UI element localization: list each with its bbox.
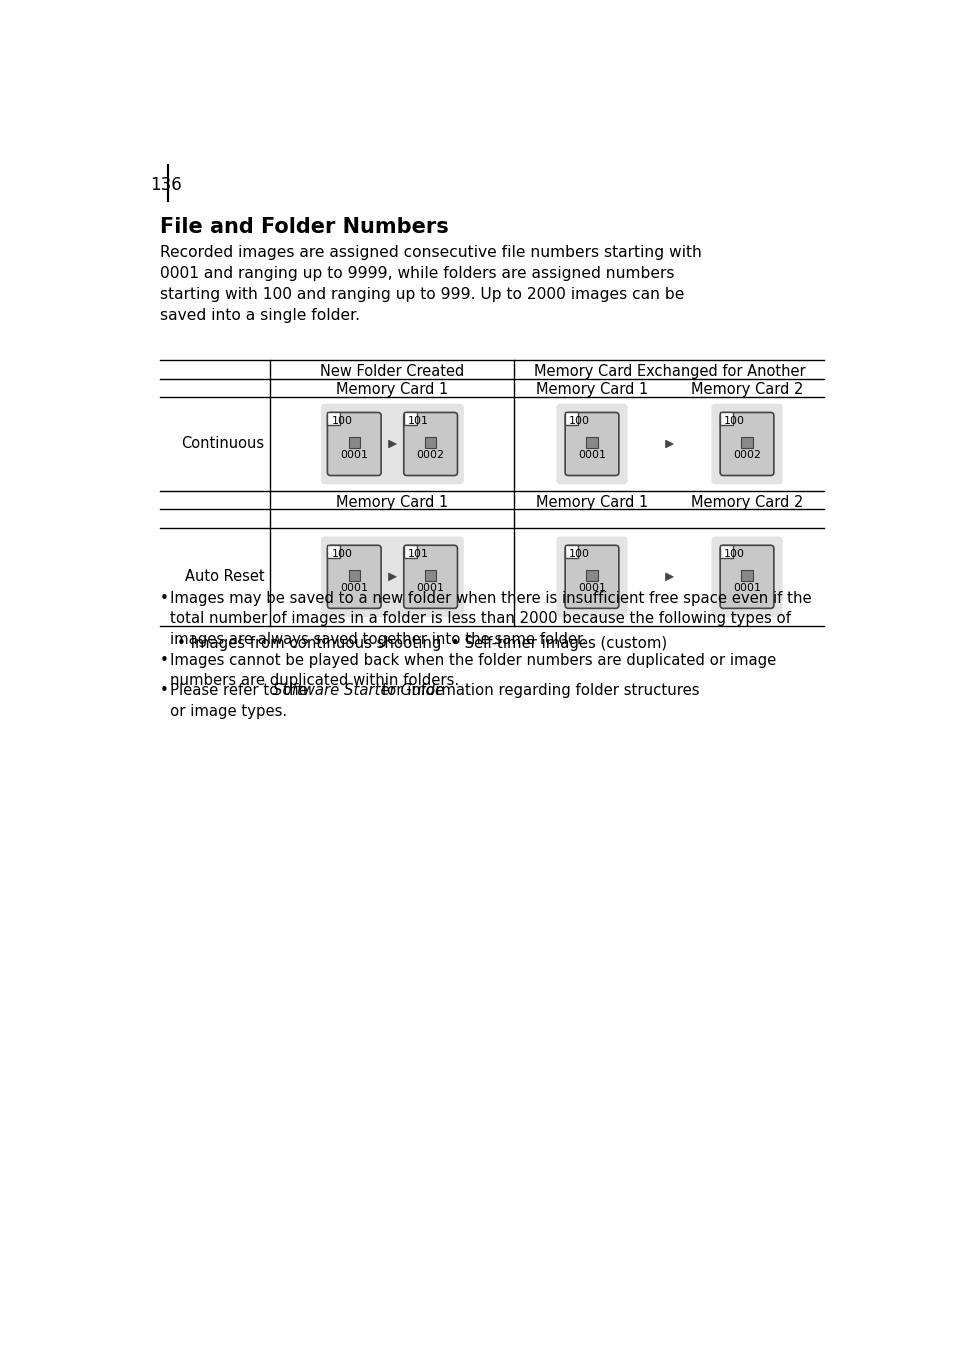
Bar bbox=[586, 437, 598, 448]
Polygon shape bbox=[665, 573, 673, 581]
Text: Recorded images are assigned consecutive file numbers starting with
0001 and ran: Recorded images are assigned consecutive… bbox=[159, 245, 700, 323]
FancyBboxPatch shape bbox=[720, 545, 773, 608]
FancyBboxPatch shape bbox=[321, 404, 463, 484]
FancyBboxPatch shape bbox=[564, 413, 618, 476]
Text: or image types.: or image types. bbox=[171, 703, 287, 718]
Polygon shape bbox=[388, 573, 395, 581]
FancyBboxPatch shape bbox=[720, 413, 773, 476]
Text: 100: 100 bbox=[331, 417, 352, 426]
Text: Memory Card Exchanged for Another: Memory Card Exchanged for Another bbox=[533, 364, 804, 379]
Text: 0002: 0002 bbox=[416, 451, 444, 460]
Bar bbox=[740, 437, 752, 448]
Text: 0001: 0001 bbox=[578, 584, 605, 593]
FancyBboxPatch shape bbox=[327, 545, 380, 608]
Bar bbox=[424, 437, 436, 448]
FancyBboxPatch shape bbox=[403, 545, 457, 608]
Text: 100: 100 bbox=[569, 549, 590, 560]
Polygon shape bbox=[327, 545, 340, 558]
Text: 100: 100 bbox=[723, 549, 744, 560]
Bar bbox=[586, 569, 598, 581]
Text: 136: 136 bbox=[150, 175, 182, 194]
Polygon shape bbox=[403, 545, 416, 558]
Text: Memory Card 1: Memory Card 1 bbox=[336, 382, 448, 397]
Text: 100: 100 bbox=[723, 417, 744, 426]
Text: for information regarding folder structures: for information regarding folder structu… bbox=[376, 683, 700, 698]
Text: 0001: 0001 bbox=[578, 451, 605, 460]
Polygon shape bbox=[564, 413, 578, 425]
Polygon shape bbox=[327, 413, 340, 425]
FancyBboxPatch shape bbox=[403, 413, 457, 476]
FancyBboxPatch shape bbox=[556, 537, 627, 617]
Polygon shape bbox=[720, 413, 733, 425]
Text: Memory Card 2: Memory Card 2 bbox=[690, 495, 802, 510]
Text: Software Starter Guide: Software Starter Guide bbox=[273, 683, 444, 698]
Text: 101: 101 bbox=[407, 549, 428, 560]
Polygon shape bbox=[388, 440, 395, 448]
Text: •: • bbox=[159, 590, 169, 607]
Text: 0001: 0001 bbox=[416, 584, 444, 593]
Text: File and Folder Numbers: File and Folder Numbers bbox=[159, 217, 448, 237]
Bar bbox=[348, 437, 359, 448]
Bar bbox=[348, 569, 359, 581]
Text: 0001: 0001 bbox=[340, 451, 368, 460]
Text: Memory Card 2: Memory Card 2 bbox=[690, 382, 802, 397]
Text: Memory Card 1: Memory Card 1 bbox=[536, 382, 647, 397]
Bar bbox=[424, 569, 436, 581]
Polygon shape bbox=[665, 440, 673, 448]
Text: Continuous: Continuous bbox=[181, 437, 264, 452]
Text: Memory Card 1: Memory Card 1 bbox=[536, 495, 647, 510]
FancyBboxPatch shape bbox=[564, 545, 618, 608]
Polygon shape bbox=[403, 413, 416, 425]
Text: 100: 100 bbox=[331, 549, 352, 560]
FancyBboxPatch shape bbox=[321, 537, 463, 617]
Text: •: • bbox=[159, 683, 169, 698]
Text: Images cannot be played back when the folder numbers are duplicated or image
num: Images cannot be played back when the fo… bbox=[171, 652, 776, 689]
Text: Images may be saved to a new folder when there is insufficient free space even i: Images may be saved to a new folder when… bbox=[171, 590, 811, 647]
Text: 0002: 0002 bbox=[732, 451, 760, 460]
Text: Please refer to the: Please refer to the bbox=[171, 683, 313, 698]
Text: •: • bbox=[159, 652, 169, 667]
Text: Auto Reset: Auto Reset bbox=[184, 569, 264, 584]
FancyBboxPatch shape bbox=[327, 413, 380, 476]
FancyBboxPatch shape bbox=[711, 537, 781, 617]
Text: 101: 101 bbox=[407, 417, 428, 426]
FancyBboxPatch shape bbox=[556, 404, 627, 484]
Text: Memory Card 1: Memory Card 1 bbox=[336, 495, 448, 510]
Text: New Folder Created: New Folder Created bbox=[320, 364, 464, 379]
Text: 0001: 0001 bbox=[732, 584, 760, 593]
Text: 0001: 0001 bbox=[340, 584, 368, 593]
Bar bbox=[740, 569, 752, 581]
FancyBboxPatch shape bbox=[711, 404, 781, 484]
Polygon shape bbox=[564, 545, 578, 558]
Polygon shape bbox=[720, 545, 733, 558]
Text: • Images from continuous shooting  • Self-timer images (custom): • Images from continuous shooting • Self… bbox=[176, 636, 666, 651]
Text: 100: 100 bbox=[569, 417, 590, 426]
